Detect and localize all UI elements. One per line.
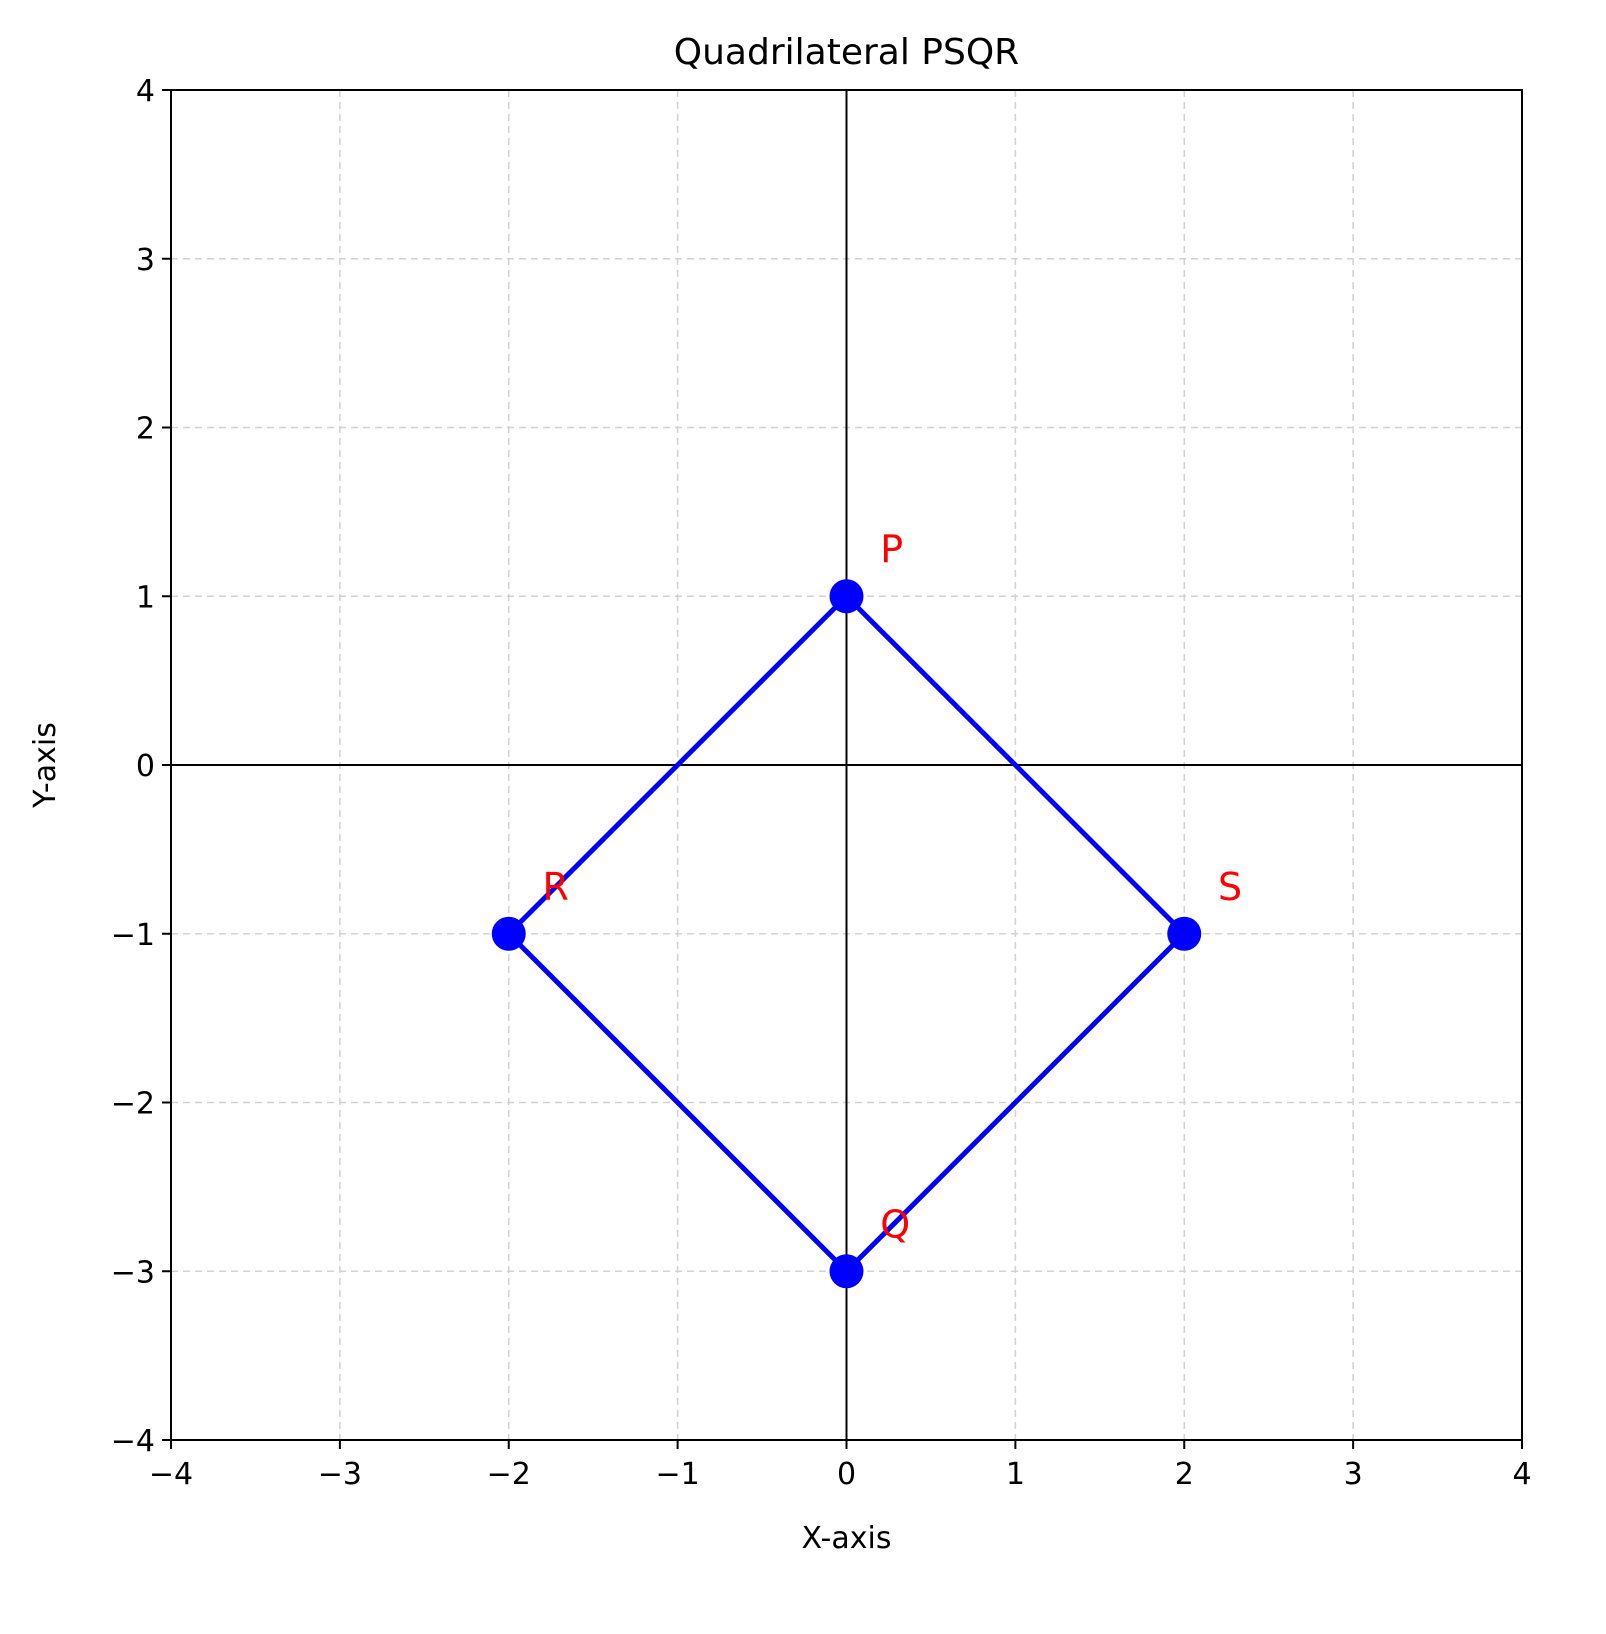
vertex-label-p: P	[880, 528, 903, 572]
vertex-label-r: R	[543, 865, 569, 909]
x-tick-label: 0	[837, 1457, 856, 1492]
x-tick-label: 2	[1175, 1457, 1194, 1492]
chart-title: Quadrilateral PSQR	[674, 32, 1019, 73]
reference-axes	[171, 90, 1522, 1440]
vertex-marker-p	[829, 579, 864, 614]
x-tick-label: 4	[1512, 1457, 1531, 1492]
x-tick-label: −2	[487, 1457, 531, 1492]
vertex-marker-s	[1167, 916, 1202, 951]
y-tick-label: −3	[111, 1255, 155, 1290]
points-layer	[491, 579, 1202, 1289]
y-axis-label: Y-axis	[28, 722, 63, 809]
vertex-marker-r	[491, 916, 526, 951]
vertex-label-s: S	[1218, 865, 1242, 909]
y-tick-label: 0	[136, 749, 155, 784]
vertex-label-q: Q	[880, 1203, 910, 1247]
x-tick-label: −4	[149, 1457, 193, 1492]
x-axis-label: X-axis	[802, 1521, 892, 1556]
x-ticks: −4 −3 −2 −1 0 1 2 3 4	[149, 1440, 1532, 1492]
x-tick-label: −1	[656, 1457, 700, 1492]
y-tick-label: −2	[111, 1087, 155, 1122]
y-tick-label: 1	[136, 580, 155, 615]
y-tick-label: −1	[111, 918, 155, 953]
x-tick-label: 1	[1006, 1457, 1025, 1492]
y-ticks: −4 −3 −2 −1 0 1 2 3 4	[111, 74, 171, 1459]
y-tick-label: 4	[136, 74, 155, 109]
point-labels: P S Q R	[543, 528, 1243, 1247]
y-tick-label: 2	[136, 412, 155, 447]
x-tick-label: 3	[1344, 1457, 1363, 1492]
x-tick-label: −3	[318, 1457, 362, 1492]
vertex-marker-q	[829, 1254, 864, 1289]
y-tick-label: −4	[111, 1424, 155, 1459]
y-tick-label: 3	[136, 243, 155, 278]
